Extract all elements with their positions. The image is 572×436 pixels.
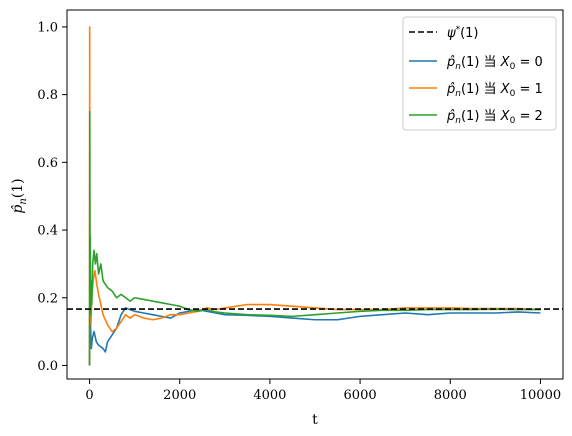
x-tick-label: 6000	[344, 388, 377, 403]
legend-label-x0-1: p̂n(1) 当 X0 = 1	[446, 82, 543, 99]
y-tick-label: 0.6	[37, 156, 58, 171]
x-tick-label: 10000	[520, 388, 561, 403]
y-tick-label: 0.8	[37, 88, 58, 103]
y-axis-label: p̂n(1)	[10, 178, 29, 213]
x-tick-label: 0	[85, 388, 93, 403]
y-axis-ticks: 0.0 0.2 0.4 0.6 0.8 1.0	[37, 20, 67, 374]
x-tick-label: 8000	[434, 388, 467, 403]
y-tick-label: 0.0	[37, 359, 58, 374]
x-axis-label: t	[312, 412, 318, 428]
x-axis-ticks: 0 2000 4000 6000 8000 10000	[85, 379, 561, 403]
x-tick-label: 4000	[253, 388, 286, 403]
y-tick-label: 1.0	[37, 20, 58, 35]
plot-frame	[66, 9, 564, 380]
legend-label-x0-2: p̂n(1) 当 X0 = 2	[446, 109, 543, 126]
y-tick-label: 0.2	[37, 291, 58, 306]
y-tick-label: 0.4	[37, 224, 58, 239]
x-tick-label: 2000	[163, 388, 196, 403]
legend: ψ*(1) p̂n(1) 当 X0 = 0 p̂n(1) 当 X0 = 1 p̂…	[402, 16, 557, 131]
series-line-2	[88, 110, 541, 366]
series-line-0	[88, 290, 541, 366]
legend-ref-label: ψ*(1)	[447, 25, 479, 41]
legend-box	[402, 16, 557, 131]
legend-label-x0-0: p̂n(1) 当 X0 = 0	[446, 55, 543, 72]
